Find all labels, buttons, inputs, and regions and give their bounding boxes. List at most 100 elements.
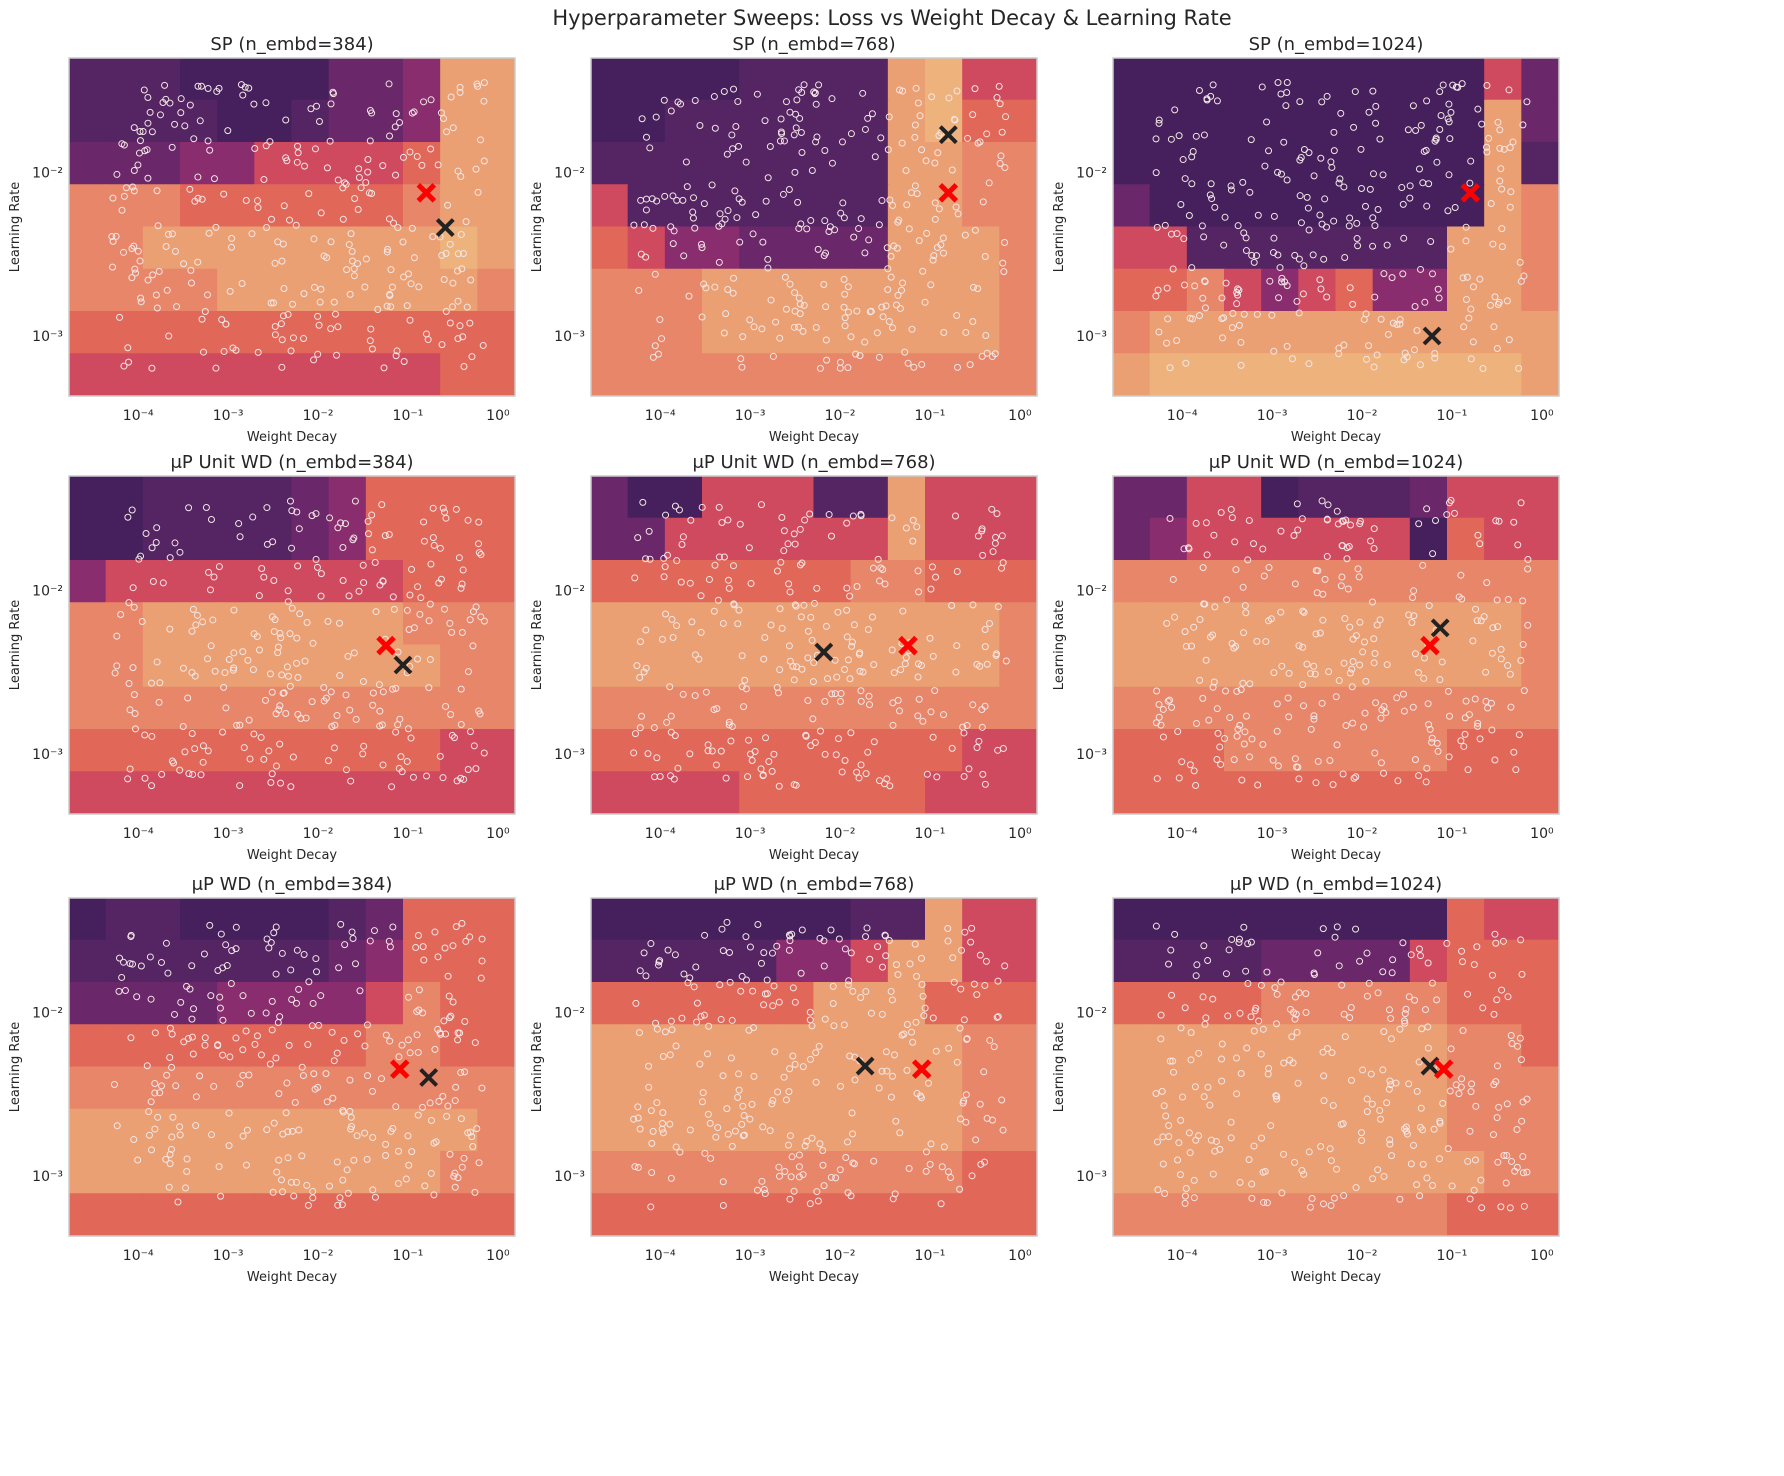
sample-point xyxy=(1171,930,1179,938)
sample-point xyxy=(232,1034,240,1042)
sample-point xyxy=(309,639,317,647)
sample-point xyxy=(400,357,408,365)
sample-point xyxy=(1438,658,1446,666)
contour-cell xyxy=(365,729,404,773)
sample-point xyxy=(859,668,867,676)
sample-point xyxy=(962,1118,970,1126)
y-tick-label: 10⁻² xyxy=(32,583,63,599)
sample-point xyxy=(189,1050,197,1058)
contour-cell xyxy=(1484,939,1523,983)
sample-point xyxy=(847,130,855,138)
contour-cell xyxy=(365,1151,404,1195)
sample-point xyxy=(829,1000,837,1008)
contour-cell xyxy=(254,1193,293,1236)
sample-point xyxy=(403,757,411,765)
sample-point xyxy=(1164,315,1172,323)
contour-cell xyxy=(477,58,515,101)
sample-point xyxy=(1507,703,1515,711)
sample-point xyxy=(1340,341,1348,349)
sample-point xyxy=(1214,729,1222,737)
black-marker xyxy=(1430,618,1450,638)
sample-point xyxy=(653,1025,661,1033)
sample-point xyxy=(821,750,829,758)
sample-point xyxy=(283,1079,291,1087)
sample-point xyxy=(1524,555,1532,563)
x-axis-label: Weight Decay xyxy=(247,430,338,445)
sample-point xyxy=(427,96,435,104)
sample-point xyxy=(1407,1160,1415,1168)
sample-point xyxy=(1267,1122,1275,1130)
sample-point xyxy=(913,1089,921,1097)
contour-cell xyxy=(1521,771,1559,814)
sample-point xyxy=(294,142,302,150)
sample-point xyxy=(317,992,325,1000)
sample-point xyxy=(1506,1204,1514,1212)
sample-point xyxy=(207,992,215,1000)
sample-point xyxy=(698,1098,706,1106)
sample-point xyxy=(177,109,185,117)
sample-point xyxy=(658,335,666,343)
sample-point xyxy=(1366,537,1374,545)
contour-cell xyxy=(1409,268,1448,312)
sample-point xyxy=(1257,1050,1265,1058)
sample-point xyxy=(374,305,382,313)
sample-point xyxy=(154,1113,162,1121)
contour-cell xyxy=(440,476,479,519)
contour-cell xyxy=(105,353,144,396)
sample-point xyxy=(1250,258,1258,266)
sample-point xyxy=(354,1030,362,1038)
sample-point xyxy=(971,85,979,93)
sample-point xyxy=(921,298,929,306)
sample-point xyxy=(248,230,256,238)
sample-point xyxy=(725,584,733,592)
sample-point xyxy=(799,1063,807,1071)
sample-point xyxy=(368,511,376,519)
sample-point xyxy=(649,224,657,232)
sample-point xyxy=(317,209,325,217)
sample-point xyxy=(1237,686,1245,694)
sample-point xyxy=(1387,1014,1395,1022)
sample-point xyxy=(655,961,663,969)
sample-point xyxy=(924,1079,932,1087)
sample-point xyxy=(1273,1095,1281,1103)
sample-point xyxy=(394,1179,402,1187)
sample-point xyxy=(1191,1083,1199,1091)
sample-point xyxy=(1476,735,1484,743)
sample-point xyxy=(443,128,451,136)
sample-point xyxy=(1286,1005,1294,1013)
sample-point xyxy=(1237,361,1245,369)
contour-cell xyxy=(1484,1108,1523,1152)
sample-point xyxy=(1389,319,1397,327)
sample-point xyxy=(691,97,699,105)
sample-point xyxy=(159,579,167,587)
contour-cell xyxy=(1372,142,1411,186)
sample-point xyxy=(983,1114,991,1122)
sample-point xyxy=(220,683,228,691)
sample-point xyxy=(416,610,424,618)
sample-point xyxy=(633,662,641,670)
sample-point xyxy=(667,107,675,115)
sample-point xyxy=(475,1159,483,1167)
sample-point xyxy=(333,1049,341,1057)
sample-point xyxy=(1349,719,1357,727)
sample-point xyxy=(1493,1062,1501,1070)
sample-point xyxy=(147,995,155,1003)
sample-point xyxy=(459,333,467,341)
sample-point xyxy=(275,1090,283,1098)
sample-point xyxy=(402,1175,410,1183)
sample-point xyxy=(156,111,164,119)
sample-point xyxy=(125,358,133,366)
contour-cell xyxy=(328,602,367,646)
sample-point xyxy=(386,1037,394,1045)
sample-point xyxy=(236,721,244,729)
sample-point xyxy=(1268,311,1276,319)
x-tick-label: 10⁻⁴ xyxy=(1167,1248,1198,1264)
sample-point xyxy=(1411,303,1419,311)
sample-point xyxy=(701,1149,709,1157)
sample-point xyxy=(1191,282,1199,290)
contour-cell xyxy=(105,939,144,983)
contour-cell xyxy=(403,898,442,941)
sample-point xyxy=(161,81,169,89)
x-axis-label: Weight Decay xyxy=(247,1270,338,1285)
sample-point xyxy=(1207,1136,1215,1144)
